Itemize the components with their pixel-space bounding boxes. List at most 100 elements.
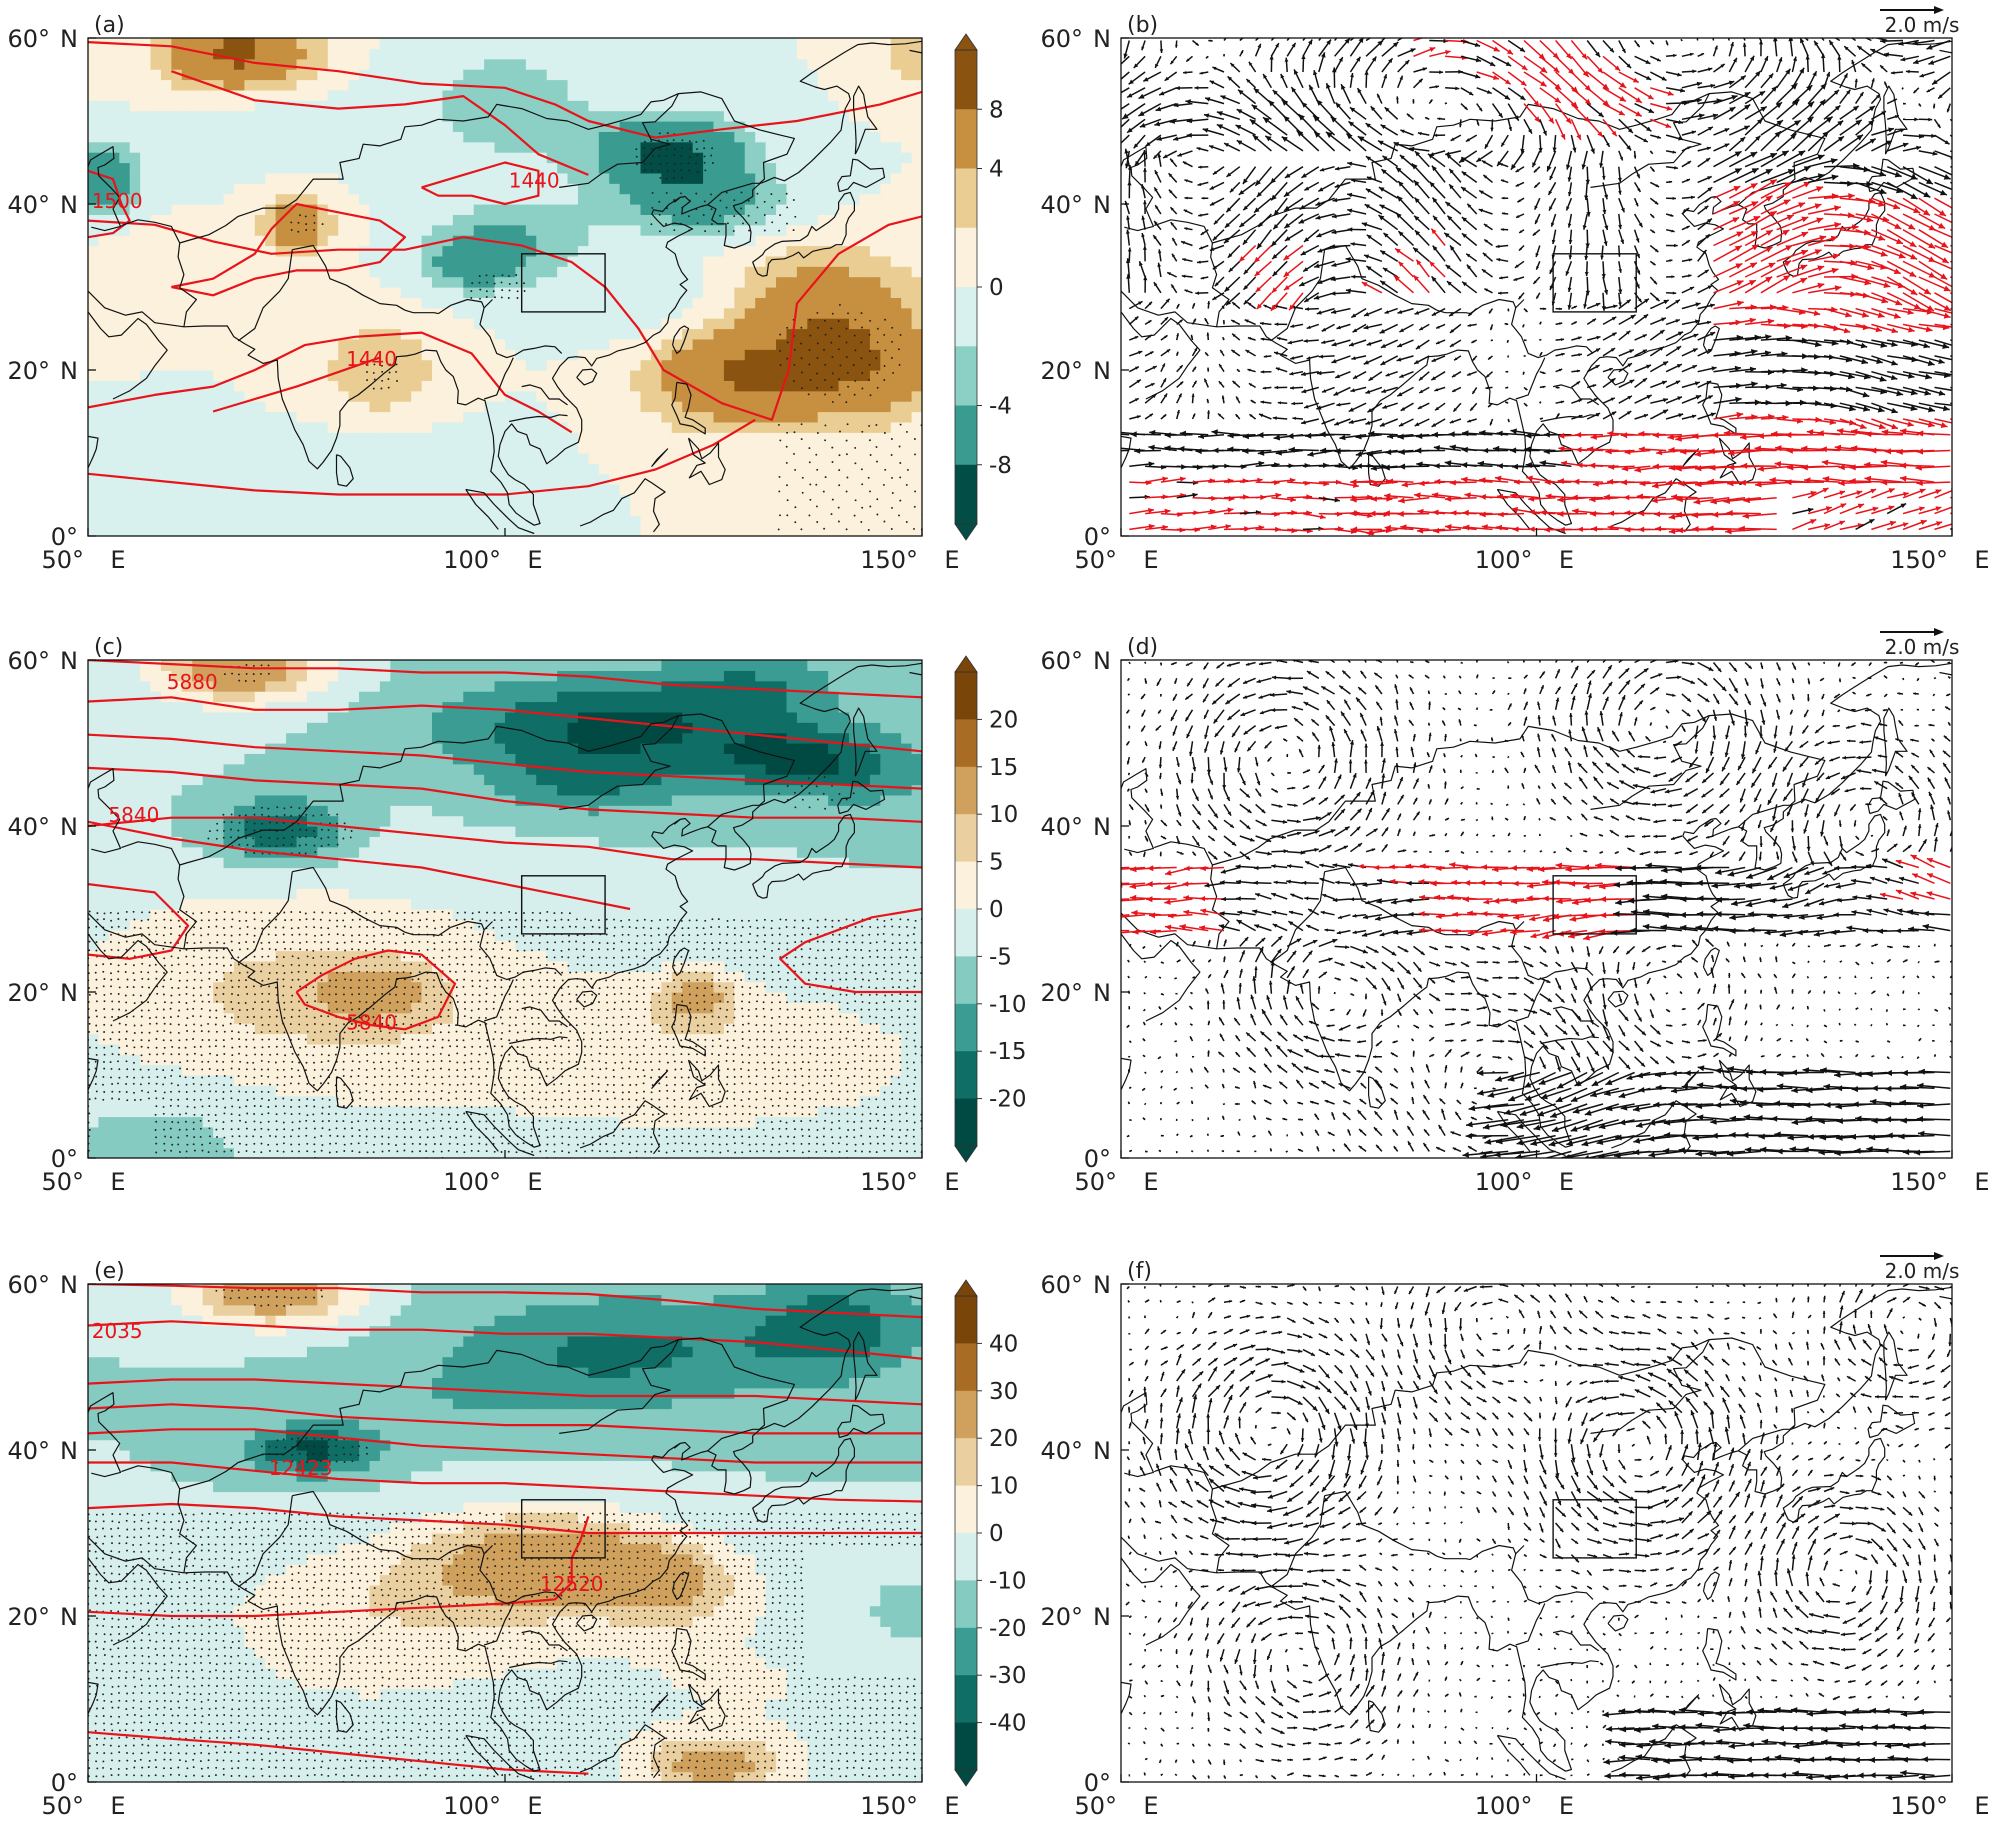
shade-cell xyxy=(286,318,298,330)
shade-cell xyxy=(692,89,704,101)
shade-cell xyxy=(452,89,464,101)
shade-cell xyxy=(807,401,819,413)
stipple-dot xyxy=(816,432,819,434)
shade-cell xyxy=(765,224,777,236)
shade-cell xyxy=(244,235,256,247)
shade-cell xyxy=(265,141,277,153)
shade-cell xyxy=(192,359,204,371)
shade-cell xyxy=(619,390,631,402)
shade-cell xyxy=(432,100,444,112)
shade-cell xyxy=(557,131,569,143)
shade-cell xyxy=(265,193,277,205)
shade-cell xyxy=(88,131,100,143)
shade-cell xyxy=(890,380,902,392)
shade-cell xyxy=(275,421,287,433)
shade-cell xyxy=(202,525,214,536)
shade-cell xyxy=(880,287,892,298)
wind-vector-head xyxy=(1143,200,1147,205)
shade-cell xyxy=(411,183,423,195)
shade-cell xyxy=(765,411,777,423)
shade-cell xyxy=(254,432,266,444)
shade-cell xyxy=(671,463,683,475)
shade-cell xyxy=(557,463,569,475)
shade-cell xyxy=(828,152,840,164)
shade-cell xyxy=(338,100,350,112)
shade-cell xyxy=(160,463,172,475)
shade-cell xyxy=(546,504,558,516)
shade-cell xyxy=(619,172,631,184)
shade-cell xyxy=(202,432,214,444)
shade-cell xyxy=(233,349,245,361)
shade-cell xyxy=(557,224,569,236)
shade-cell xyxy=(755,172,767,184)
shade-cell xyxy=(317,79,329,91)
shade-cell xyxy=(692,162,704,174)
shade-cell xyxy=(265,380,277,392)
shade-cell xyxy=(119,307,131,319)
stipple-dot xyxy=(778,199,781,202)
stipple-dot xyxy=(485,274,488,277)
shade-cell xyxy=(181,162,193,174)
shade-cell xyxy=(327,266,339,278)
shade-cell xyxy=(213,100,225,112)
shade-cell xyxy=(88,110,100,122)
shade-cell xyxy=(452,463,464,475)
shade-cell xyxy=(776,442,788,454)
shade-cell xyxy=(411,370,423,381)
shade-cell xyxy=(296,69,308,81)
shade-cell xyxy=(275,79,287,91)
shade-cell xyxy=(233,245,245,257)
shade-cell xyxy=(713,390,725,402)
stipple-dot xyxy=(651,169,654,172)
shade-cell xyxy=(828,494,840,506)
shade-cell xyxy=(536,245,548,257)
shade-cell xyxy=(400,473,412,485)
wind-vector-head xyxy=(1136,415,1141,419)
shade-cell xyxy=(265,183,277,195)
shade-cell xyxy=(379,318,391,330)
shade-cell xyxy=(859,245,871,257)
shade-cell xyxy=(588,442,600,454)
shade-cell xyxy=(744,421,756,433)
shade-cell xyxy=(223,494,235,506)
wind-vector xyxy=(1160,298,1171,310)
shade-cell xyxy=(901,328,913,340)
shade-cell xyxy=(338,255,350,267)
shade-cell xyxy=(286,484,298,496)
wind-vector xyxy=(1170,283,1178,294)
shade-cell xyxy=(286,411,298,423)
shade-cell xyxy=(181,349,193,361)
shade-cell xyxy=(692,338,704,350)
shade-cell xyxy=(98,328,110,340)
wind-vector-head xyxy=(1164,335,1168,339)
shade-cell xyxy=(505,152,517,164)
wind-vector xyxy=(1143,200,1147,215)
shade-cell xyxy=(515,172,527,184)
stipple-dot xyxy=(860,312,863,315)
shade-cell xyxy=(817,463,829,475)
shade-cell xyxy=(765,338,777,350)
shade-cell xyxy=(213,463,225,475)
shade-cell xyxy=(171,141,183,153)
shade-cell xyxy=(567,214,579,226)
shade-cell xyxy=(317,287,329,298)
shade-cell xyxy=(713,79,725,91)
shade-cell xyxy=(432,224,444,236)
shade-cell xyxy=(129,235,141,247)
shade-cell xyxy=(536,255,548,267)
shade-cell xyxy=(703,421,715,433)
shade-cell xyxy=(890,38,902,49)
shade-cell xyxy=(390,204,402,215)
shade-cell xyxy=(98,411,110,423)
shade-cell xyxy=(692,463,704,475)
shade-cell xyxy=(807,494,819,506)
shade-cell xyxy=(338,525,350,536)
shade-cell xyxy=(202,307,214,319)
stipple-dot xyxy=(636,163,638,166)
shade-cell xyxy=(119,235,131,247)
shade-cell xyxy=(901,504,913,516)
shade-cell xyxy=(379,442,391,454)
shade-cell xyxy=(484,287,496,298)
shade-cell xyxy=(567,79,579,91)
shade-cell xyxy=(713,276,725,288)
